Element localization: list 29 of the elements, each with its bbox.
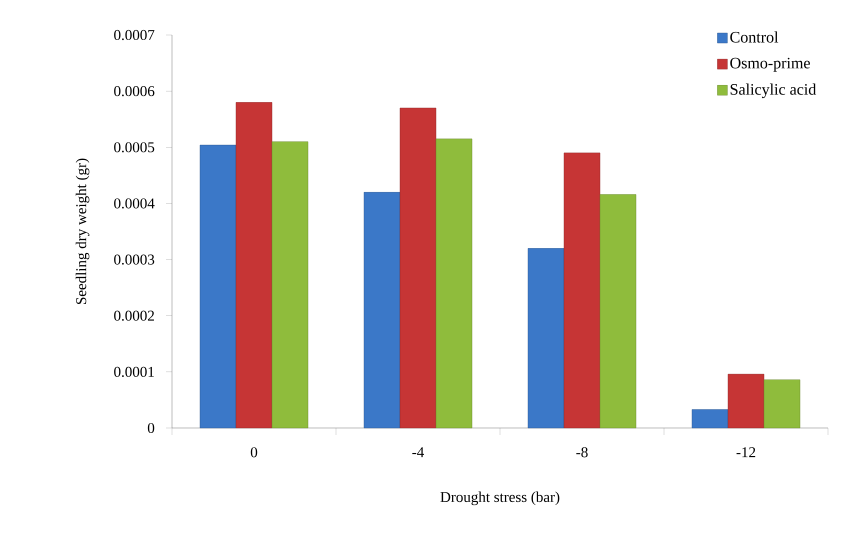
bar — [200, 144, 236, 428]
legend-label: Control — [730, 31, 778, 43]
x-tick-label: -4 — [412, 447, 424, 458]
bar — [728, 374, 764, 428]
bar — [436, 138, 472, 428]
bar — [600, 194, 636, 428]
x-tick-label: 0 — [250, 447, 258, 458]
bar — [692, 409, 728, 428]
y-tick-label: 0 — [148, 422, 154, 434]
y-tick-label: 0.0007 — [114, 30, 154, 40]
legend-label: Salicylic acid — [730, 84, 816, 98]
bar — [764, 380, 800, 428]
y-tick-label: 0.0006 — [114, 86, 154, 96]
y-axis-title: Seedling dry weight (gr) — [76, 158, 90, 304]
y-tick-label: 0.0004 — [114, 198, 155, 209]
y-tick-label: 0.0001 — [114, 366, 154, 377]
bar — [528, 248, 564, 428]
y-tick-label: 0.0005 — [114, 142, 154, 152]
bar — [564, 152, 600, 428]
bar — [364, 192, 400, 428]
legend-label: Osmo-prime — [730, 58, 810, 72]
x-tick-label: -12 — [736, 447, 756, 458]
bar — [400, 108, 436, 428]
bar — [272, 141, 308, 428]
y-tick-label: 0.0003 — [114, 254, 154, 265]
bar — [236, 102, 272, 428]
y-tick-label: 0.0002 — [114, 310, 154, 321]
x-tick-label: -8 — [576, 447, 588, 458]
x-axis-title: Drought stress (bar) — [440, 492, 560, 506]
